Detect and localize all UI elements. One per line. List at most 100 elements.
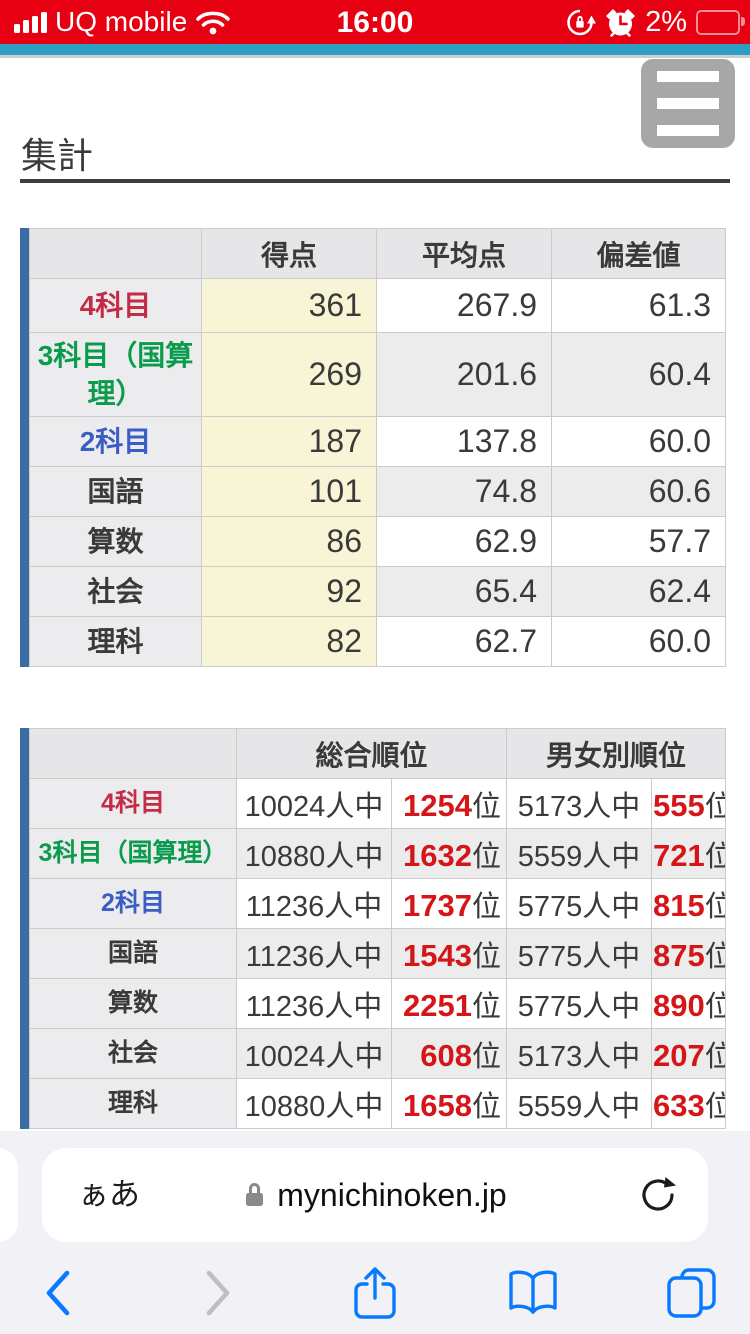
total-count-cell: 10880人中	[236, 1078, 392, 1129]
table-row: 社会 10024人中 608位 5173人中 207位	[29, 1028, 727, 1079]
table-accent-bar	[20, 228, 29, 667]
hamburger-menu-button[interactable]	[641, 59, 735, 148]
rank-table-header-row: 総合順位 男女別順位	[29, 728, 727, 779]
deviation-cell: 61.3	[551, 278, 726, 333]
page-title: 集計	[21, 135, 94, 176]
subject-cell: 3科目（国算理）	[29, 332, 202, 417]
score-table-section: 得点 平均点 偏差値 4科目 361 267.9 61.3 3科目（国算理） 2…	[20, 228, 726, 667]
column-header: 偏差値	[551, 228, 726, 279]
bookmarks-icon	[509, 1270, 557, 1314]
rank-cell: 608位	[390, 1028, 508, 1079]
average-cell: 267.9	[376, 278, 552, 333]
wifi-icon	[196, 11, 231, 34]
table-row: 2科目 11236人中 1737位 5775人中 815位	[29, 878, 727, 929]
table-row: 2科目 187 137.8 60.0	[29, 416, 726, 467]
group-header: 男女別順位	[506, 728, 727, 779]
total-count-cell: 10024人中	[236, 1028, 392, 1079]
table-row: 3科目（国算理） 10880人中 1632位 5559人中 721位	[29, 828, 727, 879]
subject-cell: 国語	[29, 928, 237, 979]
group-header: 総合順位	[235, 728, 508, 779]
score-table-header-row: 得点 平均点 偏差値	[29, 228, 726, 279]
table-accent-bar	[20, 728, 29, 1129]
time-label: 16:00	[336, 6, 414, 39]
rank-table: 総合順位 男女別順位 4科目 10024人中 1254位 5173人中 555位…	[29, 728, 727, 1129]
forward-chevron-icon	[206, 1270, 230, 1316]
share-icon	[354, 1267, 396, 1319]
alarm-icon	[606, 8, 636, 37]
url-text: mynichinoken.jp	[277, 1176, 507, 1213]
subject-cell: 算数	[29, 978, 237, 1029]
score-cell: 187	[201, 416, 377, 467]
rank-cell: 633位	[651, 1078, 727, 1129]
text-size-button[interactable]: ぁあ	[78, 1177, 140, 1212]
subject-cell: 国語	[29, 466, 202, 517]
table-row: 4科目 10024人中 1254位 5173人中 555位	[29, 778, 727, 829]
status-bar: UQ mobile 16:00 2%	[0, 0, 750, 44]
deviation-cell: 60.0	[551, 616, 726, 667]
rank-table-section: 総合順位 男女別順位 4科目 10024人中 1254位 5173人中 555位…	[20, 728, 727, 1129]
back-button[interactable]	[22, 1262, 94, 1324]
rank-cell: 1632位	[390, 828, 508, 879]
rank-cell: 875位	[651, 928, 727, 979]
hamburger-menu-icon	[657, 71, 719, 82]
rank-cell: 815位	[651, 878, 727, 929]
total-count-cell: 5173人中	[506, 778, 653, 829]
total-count-cell: 10880人中	[236, 828, 392, 879]
bookmarks-button[interactable]	[497, 1262, 569, 1324]
column-header: 平均点	[376, 228, 552, 279]
subject-cell: 社会	[29, 1028, 237, 1079]
deviation-cell: 60.4	[551, 332, 726, 417]
forward-button[interactable]	[182, 1262, 254, 1324]
empty-header-cell	[29, 228, 202, 279]
tabs-button[interactable]	[655, 1262, 727, 1324]
deviation-cell: 60.0	[551, 416, 726, 467]
score-cell: 86	[201, 516, 377, 567]
average-cell: 62.7	[376, 616, 552, 667]
reload-button[interactable]	[636, 1173, 680, 1217]
url-bar[interactable]: ぁあ mynichinoken.jp	[42, 1148, 708, 1242]
deviation-cell: 57.7	[551, 516, 726, 567]
empty-header-cell	[29, 728, 237, 779]
total-count-cell: 11236人中	[236, 978, 392, 1029]
rank-cell: 207位	[651, 1028, 727, 1079]
score-cell: 269	[201, 332, 377, 417]
table-row: 理科 10880人中 1658位 5559人中 633位	[29, 1078, 727, 1129]
table-row: 4科目 361 267.9 61.3	[29, 278, 726, 333]
table-row: 算数 86 62.9 57.7	[29, 516, 726, 567]
browser-bottom-bar: ぁあ mynichinoken.jp	[0, 1131, 750, 1334]
column-header: 得点	[201, 228, 377, 279]
rank-cell: 1658位	[390, 1078, 508, 1129]
rank-cell: 890位	[651, 978, 727, 1029]
total-count-cell: 5559人中	[506, 1078, 653, 1129]
site-top-bar	[0, 44, 750, 58]
total-count-cell: 5559人中	[506, 828, 653, 879]
total-count-cell: 5173人中	[506, 1028, 653, 1079]
total-count-cell: 5775人中	[506, 928, 653, 979]
rank-cell: 1254位	[390, 778, 508, 829]
share-button[interactable]	[339, 1262, 411, 1324]
average-cell: 65.4	[376, 566, 552, 617]
subject-cell: 2科目	[29, 416, 202, 467]
table-row: 国語 11236人中 1543位 5775人中 875位	[29, 928, 727, 979]
total-count-cell: 10024人中	[236, 778, 392, 829]
battery-percent-label: 2%	[645, 5, 687, 38]
back-chevron-icon	[46, 1270, 70, 1316]
subject-cell: 理科	[29, 1078, 237, 1129]
subject-cell: 4科目	[29, 278, 202, 333]
average-cell: 62.9	[376, 516, 552, 567]
subject-cell: 4科目	[29, 778, 237, 829]
rotation-lock-icon	[567, 9, 597, 35]
deviation-cell: 60.6	[551, 466, 726, 517]
battery-icon	[696, 9, 745, 35]
rank-cell: 555位	[651, 778, 727, 829]
adjacent-tab-peek[interactable]	[0, 1148, 18, 1242]
subject-cell: 理科	[29, 616, 202, 667]
rank-cell: 1543位	[390, 928, 508, 979]
subject-cell: 2科目	[29, 878, 237, 929]
total-count-cell: 11236人中	[236, 928, 392, 979]
score-table: 得点 平均点 偏差値 4科目 361 267.9 61.3 3科目（国算理） 2…	[29, 228, 726, 667]
lock-icon	[246, 1183, 264, 1206]
table-row: 社会 92 65.4 62.4	[29, 566, 726, 617]
carrier-label: UQ mobile	[55, 6, 188, 37]
